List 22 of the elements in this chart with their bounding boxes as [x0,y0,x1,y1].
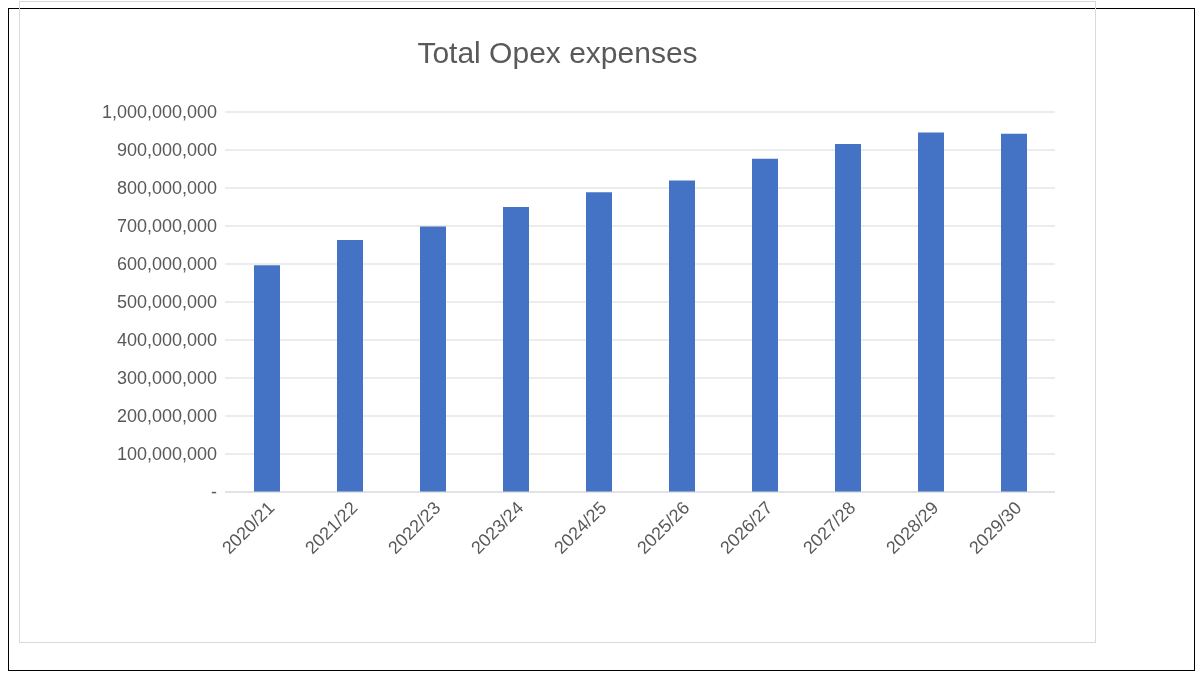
bar [337,240,363,492]
chart-title: Total Opex expenses [416,36,699,70]
y-tick-label: 400,000,000 [116,330,217,351]
bar [254,265,280,492]
bar [420,226,446,492]
bar [669,180,695,492]
y-tick-label: 700,000,000 [116,216,217,237]
y-tick-label: 200,000,000 [116,406,217,427]
y-tick-label: 300,000,000 [116,368,217,389]
bar [752,158,778,492]
bar [1001,133,1027,492]
y-tick-label: 800,000,000 [116,178,217,199]
y-tick-label: 500,000,000 [116,292,217,313]
y-tick-label: - [211,482,217,503]
bar [835,143,861,492]
y-tick-label: 1,000,000,000 [101,102,217,123]
bar [503,207,529,492]
y-tick-label: 100,000,000 [116,444,217,465]
y-tick-label: 900,000,000 [116,140,217,161]
y-tick-label: 600,000,000 [116,254,217,275]
bar [586,192,612,492]
bar [918,132,944,492]
